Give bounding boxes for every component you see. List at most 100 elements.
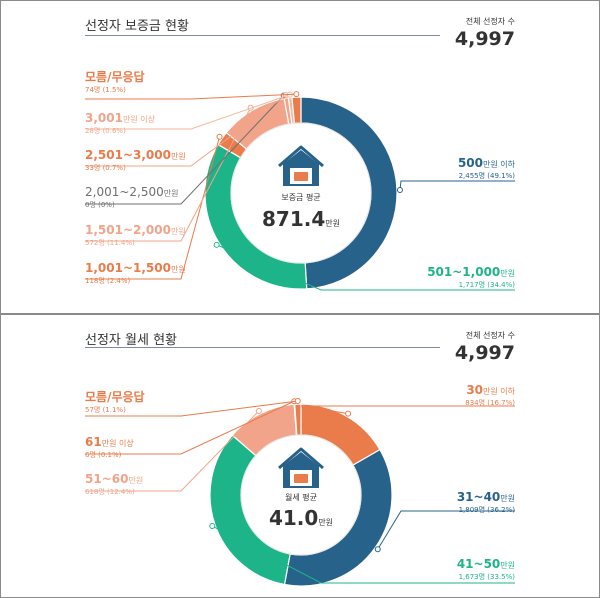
rent-leader-dot-1 xyxy=(374,546,381,553)
rent-leader-dot-0 xyxy=(345,410,352,417)
deposit-label-1001-1500-count: 118명 (2.4%) xyxy=(85,277,131,285)
rent-label-61-unit: 만원 이상 xyxy=(101,439,134,448)
rent-label-30-count: 834명 (16.7%) xyxy=(465,399,515,407)
deposit-label-501-1000-count: 1,717명 (34.4%) xyxy=(458,281,515,289)
rent-panel: 선정자 월세 현황 전체 선정자 수 4,997 월세 평균 41.0만원 30… xyxy=(0,314,600,598)
deposit-leader-6 xyxy=(85,94,291,130)
deposit-label-3001-count: 28명 (0.6%) xyxy=(85,127,126,135)
rent-label-51-60: 51~60만원 618명 (12.4%) xyxy=(85,470,143,496)
deposit-label-1501-2000-unit: 만원 xyxy=(170,227,186,236)
deposit-total-value: 4,997 xyxy=(454,28,515,50)
rent-center-unit: 만원 xyxy=(318,518,334,527)
deposit-label-1501-2000-count: 572명 (11.4%) xyxy=(85,239,135,247)
deposit-label-unknown-count: 74명 (1.5%) xyxy=(85,86,126,94)
deposit-leader-0 xyxy=(399,180,515,191)
rent-label-51-60-unit: 만원 xyxy=(128,476,144,485)
deposit-title-underline xyxy=(85,35,440,36)
rent-total-label: 전체 선정자 수 xyxy=(465,331,515,340)
rent-leader-2 xyxy=(212,525,515,584)
deposit-label-3001-unit: 만원 이상 xyxy=(122,115,155,124)
rent-title: 선정자 월세 현황 xyxy=(85,333,177,348)
rent-center-value: 41.0 xyxy=(268,506,319,530)
rent-leader-5 xyxy=(85,400,298,417)
deposit-label-2001-2500: 2,001~2,500만원 0명 (0%) xyxy=(85,183,179,209)
rent-leader-0 xyxy=(300,405,515,415)
rent-label-61-name: 61 xyxy=(85,435,102,449)
deposit-label-1001-1500: 1,001~1,500만원 118명 (2.4%) xyxy=(85,259,186,285)
rent-leader-dot-5 xyxy=(294,398,301,405)
deposit-label-2501-3000-count: 33명 (0.7%) xyxy=(85,164,126,172)
rent-label-31-40-unit: 만원 xyxy=(500,494,515,503)
deposit-label-unknown: 모름/무응답 74명 (1.5%) xyxy=(85,68,145,94)
deposit-label-501-1000-name: 501~1,000 xyxy=(427,265,501,279)
deposit-label-500-count: 2,455명 (49.1%) xyxy=(458,172,515,180)
deposit-label-2001-2500-name: 2,001~2,500 xyxy=(85,185,164,199)
deposit-label-2501-3000-name: 2,501~3,000 xyxy=(85,148,171,162)
deposit-leader-dot-0 xyxy=(396,187,403,194)
rent-label-30-name: 30 xyxy=(466,383,484,397)
rent-label-51-60-count: 618명 (12.4%) xyxy=(85,488,135,496)
deposit-center-caption: 보증금 평균 xyxy=(281,193,321,202)
deposit-label-501-1000-unit: 만원 xyxy=(500,269,515,278)
deposit-label-2001-2500-count: 0명 (0%) xyxy=(85,201,115,209)
deposit-panel: 선정자 보증금 현황 전체 선정자 수 4,997 보증금 평균 871.4만원… xyxy=(0,0,600,314)
rent-label-41-50-unit: 만원 xyxy=(500,561,515,570)
rent-label-30-unit: 만원 이하 xyxy=(483,387,515,396)
deposit-leader-dot-7 xyxy=(293,91,300,98)
rent-label-41-50-name: 41~50 xyxy=(456,557,501,571)
rent-label-unknown-count: 57명 (1.1%) xyxy=(85,406,126,414)
deposit-total-label: 전체 선정자 수 xyxy=(465,17,515,26)
rent-label-31-40-count: 1,809명 (36.2%) xyxy=(458,506,515,514)
rent-leader-3 xyxy=(85,410,260,492)
deposit-label-3001-name: 3,001 xyxy=(85,111,123,125)
rent-label-31-40-name: 31~40 xyxy=(456,490,501,504)
deposit-label-unknown-name: 모름/무응답 xyxy=(85,70,145,84)
rent-title-underline xyxy=(85,347,440,348)
deposit-leader-7 xyxy=(85,93,297,100)
deposit-leader-5 xyxy=(85,94,287,167)
deposit-center-unit: 만원 xyxy=(325,219,340,228)
deposit-house-icon xyxy=(278,145,324,186)
deposit-label-2001-2500-unit: 만원 xyxy=(163,189,179,198)
deposit-label-2501-3000: 2,501~3,000만원 33명 (0.7%) xyxy=(85,146,186,172)
rent-label-41-50: 41~50만원 1,673명 (33.5%) xyxy=(375,555,515,581)
rent-leader-4 xyxy=(85,400,295,455)
deposit-center-label: 보증금 평균 xyxy=(271,192,331,203)
rent-label-61: 61만원 이상 6명 (0.1%) xyxy=(85,433,134,459)
deposit-leader-3 xyxy=(85,107,252,242)
rent-label-unknown: 모름/무응답 57명 (1.1%) xyxy=(85,388,145,414)
rent-center-value-wrap: 41.0만원 xyxy=(246,506,356,530)
rent-label-30: 30만원 이하 834명 (16.7%) xyxy=(375,381,515,407)
deposit-donut-hole xyxy=(230,122,372,264)
deposit-label-500-name: 500 xyxy=(457,156,484,170)
rent-house-icon xyxy=(278,447,324,488)
rent-leader-dot-2 xyxy=(209,523,216,530)
deposit-label-1501-2000: 1,501~2,000만원 572명 (11.4%) xyxy=(85,221,186,247)
deposit-center-value: 871.4 xyxy=(262,207,326,231)
rent-label-51-60-name: 51~60 xyxy=(85,472,129,486)
deposit-label-3001: 3,001만원 이상 28명 (0.6%) xyxy=(85,109,155,135)
rent-center-label: 월세 평균 xyxy=(271,492,331,503)
rent-label-41-50-count: 1,673명 (33.5%) xyxy=(458,573,515,581)
rent-label-31-40: 31~40만원 1,809명 (36.2%) xyxy=(375,488,515,514)
rent-donut-chart xyxy=(85,398,515,587)
deposit-leader-dot-1 xyxy=(213,241,220,248)
deposit-label-500-unit: 만원 이하 xyxy=(483,160,515,169)
deposit-leader-dot-2 xyxy=(216,133,223,140)
rent-donut-hole xyxy=(240,434,362,556)
rent-center-caption: 월세 평균 xyxy=(285,493,317,502)
deposit-leader-1 xyxy=(216,244,515,291)
rent-label-unknown-name: 모름/무응답 xyxy=(85,390,145,404)
deposit-title: 선정자 보증금 현황 xyxy=(85,19,189,34)
rent-leader-dot-3 xyxy=(255,407,262,414)
rent-label-61-count: 6명 (0.1%) xyxy=(85,451,122,459)
deposit-label-500: 500만원 이하 2,455명 (49.1%) xyxy=(375,154,515,180)
rent-leader-1 xyxy=(377,510,515,550)
deposit-label-1001-1500-unit: 만원 xyxy=(170,265,186,274)
deposit-leader-4 xyxy=(85,95,285,205)
deposit-label-2501-3000-unit: 만원 xyxy=(170,152,186,161)
deposit-label-1501-2000-name: 1,501~2,000 xyxy=(85,223,171,237)
deposit-label-501-1000: 501~1,000만원 1,717명 (34.4%) xyxy=(375,263,515,289)
deposit-leader-2 xyxy=(85,136,221,280)
deposit-label-1001-1500-name: 1,001~1,500 xyxy=(85,261,171,275)
